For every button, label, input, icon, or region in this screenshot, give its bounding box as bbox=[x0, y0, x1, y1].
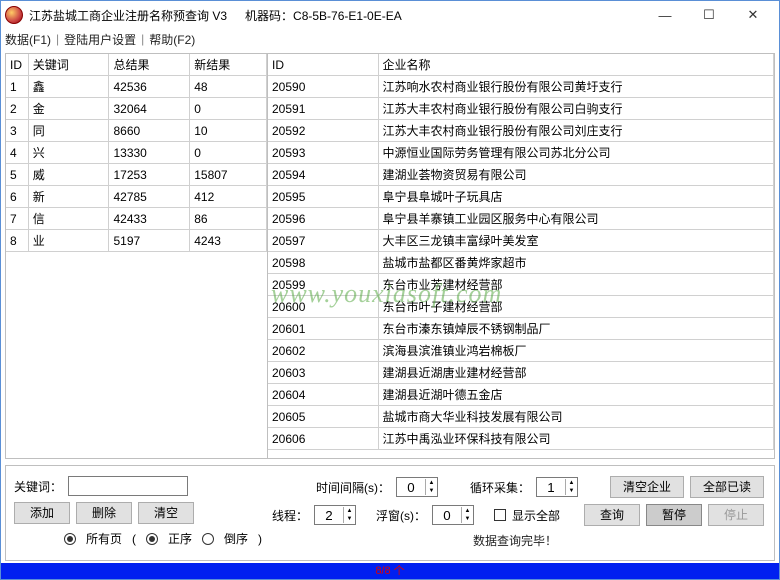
float-spinner[interactable]: ▲▼ bbox=[432, 505, 474, 525]
app-icon bbox=[5, 6, 23, 24]
table-row[interactable]: 7信4243386 bbox=[6, 208, 267, 230]
column-header[interactable]: 企业名称 bbox=[378, 54, 774, 76]
table-row[interactable]: 20598盐城市盐都区番黄烨家超市 bbox=[268, 252, 774, 274]
keyword-table-pane: ID关键词总结果新结果 1鑫42536482金3206403同8660104兴1… bbox=[6, 54, 268, 458]
keyword-table[interactable]: ID关键词总结果新结果 1鑫42536482金3206403同8660104兴1… bbox=[6, 54, 267, 252]
table-row[interactable]: 20591江苏大丰农村商业银行股份有限公司白驹支行 bbox=[268, 98, 774, 120]
table-row[interactable]: 20597大丰区三龙镇丰富绿叶美发室 bbox=[268, 230, 774, 252]
company-table-pane: ID企业名称 20590江苏响水农村商业银行股份有限公司黄圩支行20591江苏大… bbox=[268, 54, 774, 458]
table-row[interactable]: 20599东台市业芳建材经营部 bbox=[268, 274, 774, 296]
table-row[interactable]: 3同866010 bbox=[6, 120, 267, 142]
table-row[interactable]: 4兴133300 bbox=[6, 142, 267, 164]
keyword-input[interactable] bbox=[68, 476, 188, 496]
minimize-button[interactable]: — bbox=[643, 2, 687, 28]
table-row[interactable]: 20596阜宁县羊寨镇工业园区服务中心有限公司 bbox=[268, 208, 774, 230]
delete-button[interactable]: 删除 bbox=[76, 502, 132, 524]
content-area: ID关键词总结果新结果 1鑫42536482金3206403同8660104兴1… bbox=[5, 53, 775, 459]
menu-data[interactable]: 数据(F1) bbox=[5, 31, 51, 48]
column-header[interactable]: 关键词 bbox=[28, 54, 109, 76]
column-header[interactable]: ID bbox=[6, 54, 28, 76]
table-row[interactable]: 20604建湖县近湖叶德五金店 bbox=[268, 384, 774, 406]
titlebar: 江苏盐城工商企业注册名称预查询 V3 机器码：C8-5B-76-E1-0E-EA… bbox=[1, 1, 779, 29]
table-row[interactable]: 20606江苏中禹泓业环保科技有限公司 bbox=[268, 428, 774, 450]
table-row[interactable]: 20593中源恒业国际劳务管理有限公司苏北分公司 bbox=[268, 142, 774, 164]
reverse-radio[interactable] bbox=[202, 533, 214, 545]
status-message: 数据查询完毕！ bbox=[264, 532, 766, 549]
maximize-button[interactable]: ☐ bbox=[687, 2, 731, 28]
table-row[interactable]: 20602滨海县滨淮镇业鸿岩棉板厂 bbox=[268, 340, 774, 362]
loop-spinner[interactable]: ▲▼ bbox=[536, 477, 578, 497]
window-title: 江苏盐城工商企业注册名称预查询 V3 bbox=[29, 7, 245, 24]
table-row[interactable]: 20590江苏响水农村商业银行股份有限公司黄圩支行 bbox=[268, 76, 774, 98]
table-row[interactable]: 20603建湖县近湖唐业建材经营部 bbox=[268, 362, 774, 384]
table-row[interactable]: 5威1725315807 bbox=[6, 164, 267, 186]
pause-button[interactable]: 暂停 bbox=[646, 504, 702, 526]
add-button[interactable]: 添加 bbox=[14, 502, 70, 524]
stop-button[interactable]: 停止 bbox=[708, 504, 764, 526]
table-row[interactable]: 20601东台市溱东镇焯辰不锈钢制品厂 bbox=[268, 318, 774, 340]
column-header[interactable]: 新结果 bbox=[190, 54, 267, 76]
column-header[interactable]: ID bbox=[268, 54, 378, 76]
table-row[interactable]: 8业51974243 bbox=[6, 230, 267, 252]
thread-spinner[interactable]: ▲▼ bbox=[314, 505, 356, 525]
table-row[interactable]: 20592江苏大丰农村商业银行股份有限公司刘庄支行 bbox=[268, 120, 774, 142]
close-button[interactable]: ✕ bbox=[731, 2, 775, 28]
menu-user[interactable]: 登陆用户设置 bbox=[64, 31, 136, 48]
table-row[interactable]: 2金320640 bbox=[6, 98, 267, 120]
menu-help[interactable]: 帮助(F2) bbox=[149, 31, 195, 48]
interval-spinner[interactable]: ▲▼ bbox=[396, 477, 438, 497]
menubar: 数据(F1) | 登陆用户设置 | 帮助(F2) bbox=[1, 29, 779, 49]
table-row[interactable]: 20595阜宁县阜城叶子玩具店 bbox=[268, 186, 774, 208]
machine-code: 机器码：C8-5B-76-E1-0E-EA bbox=[245, 7, 643, 24]
table-row[interactable]: 20600东台市叶子建材经营部 bbox=[268, 296, 774, 318]
query-button[interactable]: 查询 bbox=[584, 504, 640, 526]
company-table[interactable]: ID企业名称 20590江苏响水农村商业银行股份有限公司黄圩支行20591江苏大… bbox=[268, 54, 774, 450]
all-pages-radio[interactable] bbox=[64, 533, 76, 545]
control-panel: 关键词： 添加 删除 清空 所有页 ( 正序 倒序 ) 时间间隔(s)： ▲▼ … bbox=[5, 465, 775, 561]
table-row[interactable]: 1鑫4253648 bbox=[6, 76, 267, 98]
keyword-label: 关键词： bbox=[14, 478, 62, 495]
table-row[interactable]: 6新42785412 bbox=[6, 186, 267, 208]
forward-radio[interactable] bbox=[146, 533, 158, 545]
table-row[interactable]: 20605盐城市商大华业科技发展有限公司 bbox=[268, 406, 774, 428]
table-row[interactable]: 20594建湖业荟物资贸易有限公司 bbox=[268, 164, 774, 186]
show-all-checkbox[interactable] bbox=[494, 509, 506, 521]
clear-company-button[interactable]: 清空企业 bbox=[610, 476, 684, 498]
clear-button[interactable]: 清空 bbox=[138, 502, 194, 524]
all-read-button[interactable]: 全部已读 bbox=[690, 476, 764, 498]
statusbar: 8/8 个 bbox=[1, 563, 779, 579]
column-header[interactable]: 总结果 bbox=[109, 54, 190, 76]
